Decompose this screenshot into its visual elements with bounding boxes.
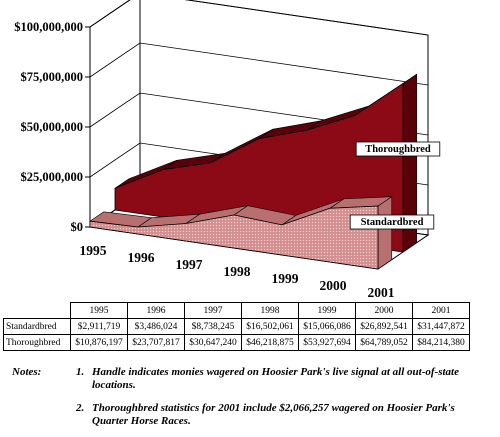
x-tick-label: 1998 bbox=[224, 264, 251, 279]
table-row: Standardbred $2,911,719 $3,486,024 $8,73… bbox=[3, 318, 470, 335]
thoroughbred-series-label-box bbox=[355, 141, 441, 157]
standardbred-series-label: Standardbred bbox=[349, 214, 435, 230]
table-cell: $64,789,052 bbox=[355, 334, 413, 351]
standardbred-front-face bbox=[89, 205, 379, 270]
table-row: Thoroughbred $10,876,197 $23,707,817 $30… bbox=[3, 334, 470, 351]
table-year-header: 2001 bbox=[412, 302, 470, 319]
y-tick-label: $75,000,000 bbox=[21, 70, 84, 84]
table-row-label: Thoroughbred bbox=[3, 334, 71, 351]
table-cell: $3,486,024 bbox=[127, 318, 185, 335]
y-tick-label: $100,000,000 bbox=[14, 20, 83, 34]
x-tick-label: 2001 bbox=[368, 285, 395, 300]
table-header-row: 1995 1996 1997 1998 1999 2000 2001 bbox=[4, 302, 470, 319]
note-text: Thoroughbred statistics for 2001 include… bbox=[92, 402, 455, 427]
x-tick-label: 1999 bbox=[272, 271, 299, 286]
table-cell: $84,214,380 bbox=[412, 334, 470, 351]
standardbred-series-label-text: Standardbred bbox=[361, 217, 424, 228]
table-cell: $10,876,197 bbox=[70, 334, 128, 351]
table-cell: $53,927,694 bbox=[298, 334, 356, 351]
y-tick-label: $50,000,000 bbox=[21, 120, 84, 134]
table-cell: $8,738,245 bbox=[184, 318, 242, 335]
gridline bbox=[89, 42, 429, 86]
table-cell: $30,647,240 bbox=[184, 334, 242, 351]
table-year-header: 2000 bbox=[355, 302, 413, 319]
axis-labels: $0 $25,000,000 $50,000,000 $75,000,000 $100,… bbox=[14, 20, 441, 300]
note-text: Handle indicates monies wagered on Hoosi… bbox=[92, 366, 459, 391]
table-year-header: 1999 bbox=[298, 302, 356, 319]
table-cell: $2,911,719 bbox=[70, 318, 128, 335]
table-cell: $15,066,086 bbox=[298, 318, 356, 335]
note-number: 2. bbox=[76, 402, 85, 414]
gridline bbox=[89, 0, 429, 36]
table-year-header: 1997 bbox=[184, 302, 242, 319]
table-cell: $16,502,061 bbox=[241, 318, 299, 335]
table-cell: $46,218,875 bbox=[241, 334, 299, 351]
series-layer bbox=[89, 73, 418, 270]
table-cell: $23,707,817 bbox=[127, 334, 185, 351]
y-tick-label: $25,000,000 bbox=[21, 170, 84, 184]
standardbred-end-cap bbox=[377, 196, 393, 270]
x-tick-label: 1995 bbox=[80, 243, 107, 258]
x-tick-label: 1996 bbox=[128, 250, 155, 265]
x-tick-label: 2000 bbox=[320, 278, 347, 293]
notes-label: Notes: bbox=[12, 366, 42, 378]
table-year-header: 1998 bbox=[241, 302, 299, 319]
note-number: 1. bbox=[76, 366, 85, 378]
thoroughbred-series-label-text: Thoroughbred bbox=[365, 144, 431, 155]
data-table: 1995 1996 1997 1998 1999 2000 2001 Stand… bbox=[3, 302, 470, 351]
table-year-header: 1995 bbox=[70, 302, 128, 319]
table-cell: $31,447,872 bbox=[412, 318, 470, 335]
area-chart-3d: $0 $25,000,000 $50,000,000 $75,000,000 $100,… bbox=[14, 0, 441, 300]
y-tick-label: $0 bbox=[71, 220, 84, 234]
x-tick-label: 1997 bbox=[176, 257, 203, 272]
table-year-header: 1996 bbox=[127, 302, 185, 319]
table-row-label: Standardbred bbox=[3, 318, 71, 335]
standardbred-series-label-box bbox=[349, 214, 435, 230]
thoroughbred-series-label: Thoroughbred bbox=[355, 141, 441, 157]
table-cell: $26,892,541 bbox=[355, 318, 413, 335]
table-corner bbox=[4, 303, 71, 319]
